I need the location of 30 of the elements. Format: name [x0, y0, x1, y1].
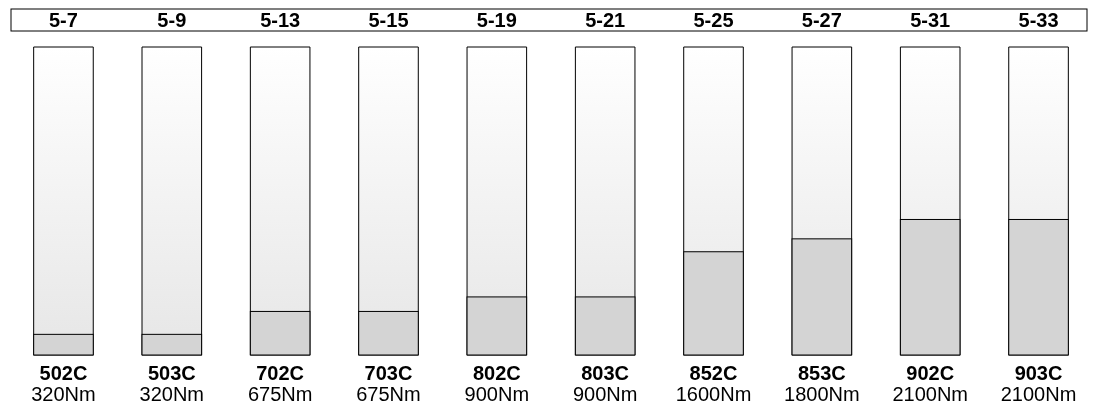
text: 703C: [364, 362, 413, 384]
x-tick-label: 5-31: [910, 9, 951, 31]
data-label: 2100Nm: [1000, 383, 1077, 405]
data-label: 675Nm: [247, 383, 313, 405]
text: 903C: [1014, 362, 1063, 384]
x-tick-label: 5-21: [585, 9, 626, 31]
text: 852C: [689, 362, 738, 384]
text: 802C: [472, 362, 521, 384]
text: 702C: [256, 362, 305, 384]
text: 502C: [39, 362, 88, 384]
data-label: 2100Nm: [892, 383, 968, 405]
data-label: 675Nm: [356, 383, 421, 405]
x-tick-label: 5-19: [476, 9, 517, 31]
data-label: 320Nm: [31, 383, 96, 405]
data-label: 1600Nm: [675, 383, 752, 405]
x-tick-label: 5-15: [368, 9, 409, 31]
data-label: 900Nm: [572, 383, 638, 405]
x-tick-label: 5-13: [260, 9, 301, 31]
x-tick-label: 5-33: [1018, 9, 1059, 31]
data-label: 1800Nm: [784, 383, 860, 405]
text: 902C: [906, 362, 955, 384]
text: 853C: [797, 362, 846, 384]
x-tick-label: 5-25: [693, 9, 734, 31]
text: 503C: [147, 362, 196, 384]
text: 803C: [581, 362, 630, 384]
x-tick-label: 5-27: [801, 9, 842, 31]
x-tick-label: 5-7: [49, 9, 78, 31]
data-label: 320Nm: [139, 383, 205, 405]
x-tick-label: 5-9: [157, 9, 187, 31]
data-label: 900Nm: [464, 383, 530, 405]
